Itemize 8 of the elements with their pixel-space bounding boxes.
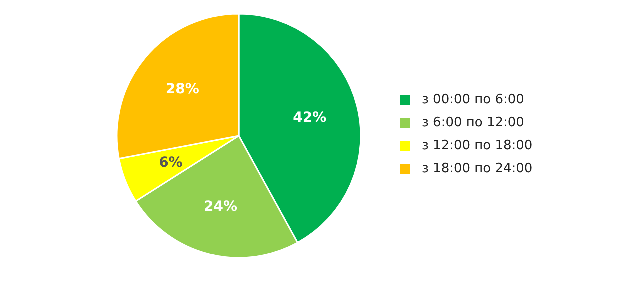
legend-label: з 00:00 по 6:00 xyxy=(422,92,524,108)
data-label: 28% xyxy=(166,81,200,98)
data-label: 24% xyxy=(204,198,238,215)
legend-label: з 6:00 по 12:00 xyxy=(422,116,524,130)
data-label: 42% xyxy=(293,110,327,126)
legend-label: з 12:00 по 18:00 xyxy=(422,138,533,154)
data-label: 6% xyxy=(159,154,183,171)
legend-label: з 18:00 по 24:00 xyxy=(422,162,533,176)
